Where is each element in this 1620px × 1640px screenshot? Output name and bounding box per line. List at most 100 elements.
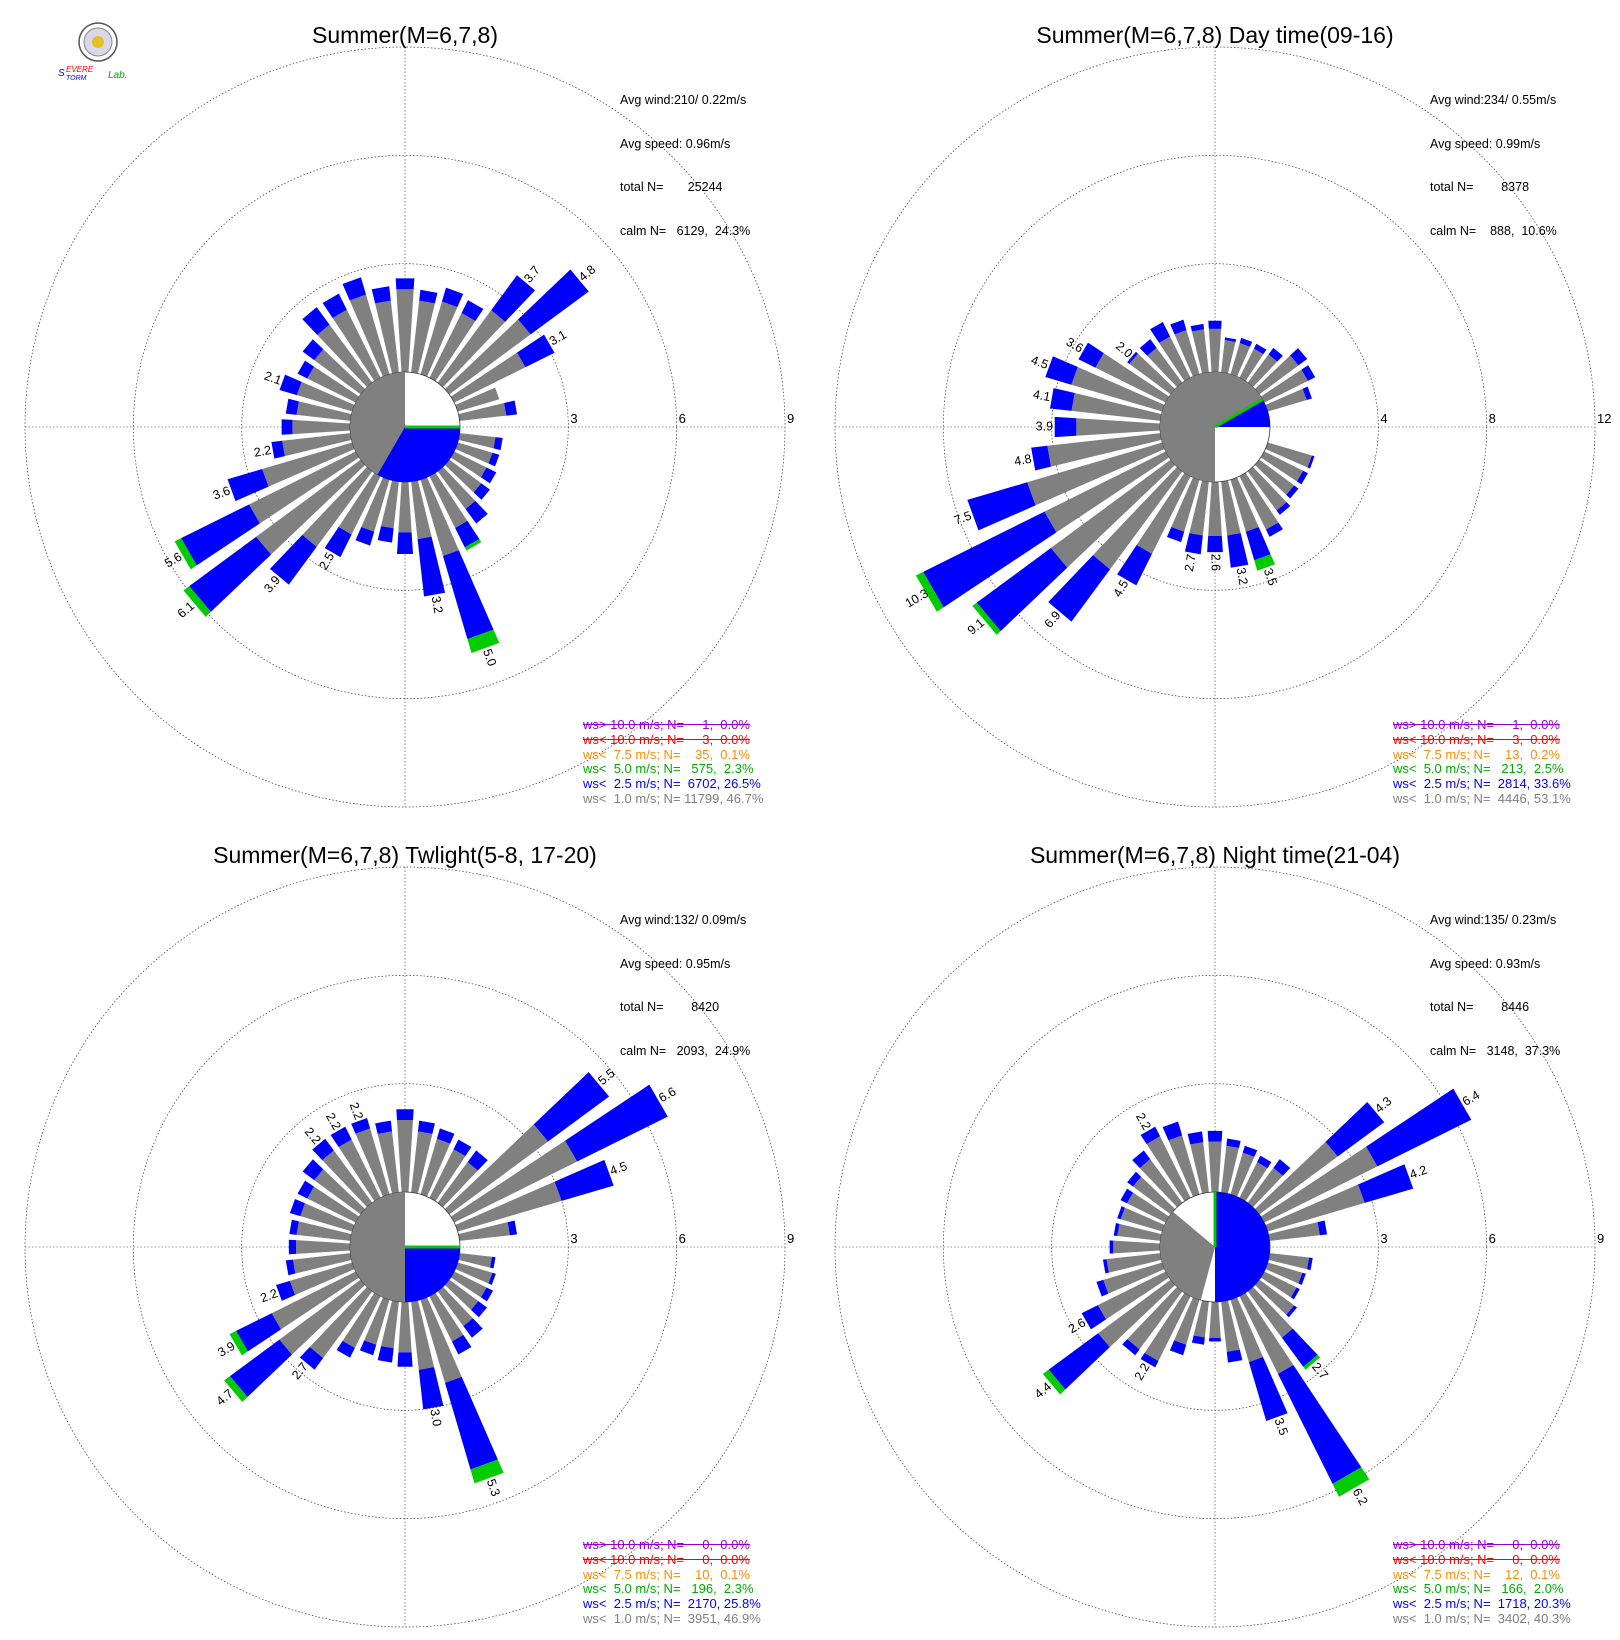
bar-dir-40 bbox=[1247, 347, 1283, 388]
bar-segment-lt2_5 bbox=[1096, 1279, 1109, 1297]
bar-dir-40 bbox=[1247, 1159, 1291, 1208]
bar-value-label: 6.4 bbox=[1460, 1088, 1482, 1109]
bar-dir-270 bbox=[281, 419, 351, 435]
bar-segment-lt1 bbox=[307, 1186, 360, 1223]
bar-segment-lt1 bbox=[455, 1181, 562, 1232]
bar-segment-lt1 bbox=[375, 300, 399, 374]
bar-segment-lt2_5 bbox=[1207, 1130, 1223, 1142]
bar-dir-350 bbox=[375, 1120, 399, 1194]
bar-dir-180: 2.6 bbox=[1207, 481, 1223, 571]
bar-segment-lt2_5 bbox=[1113, 1223, 1120, 1237]
bar-dir-290: 4.5 bbox=[1029, 353, 1165, 412]
bar-segment-lt1 bbox=[437, 310, 506, 388]
bar-segment-lt2_5 bbox=[302, 339, 324, 361]
bar-segment-lt2_5 bbox=[1245, 527, 1271, 561]
bar-segment-lt1 bbox=[1071, 393, 1162, 421]
bar-dir-0 bbox=[1208, 320, 1222, 373]
bar-segment-lt2_5 bbox=[1273, 1159, 1291, 1176]
bar-segment-lt2_5 bbox=[1277, 1364, 1362, 1484]
bar-dir-200 bbox=[1166, 477, 1200, 543]
bar-dir-150 bbox=[1239, 472, 1283, 537]
bar-segment-lt1 bbox=[1254, 1141, 1338, 1215]
bar-segment-lt1 bbox=[256, 459, 366, 555]
bar-dir-160: 5.3 bbox=[420, 1297, 504, 1498]
bar-segment-lt2_5 bbox=[518, 269, 589, 335]
bar-segment-lt2_5 bbox=[480, 1287, 494, 1302]
bar-segment-lt1 bbox=[361, 477, 390, 532]
bar-segment-lt2_5 bbox=[289, 1219, 299, 1235]
bar-dir-330 bbox=[322, 293, 381, 382]
bar-segment-lt2_5 bbox=[1358, 1164, 1414, 1203]
bar-segment-lt1 bbox=[458, 433, 496, 449]
bar-segment-lt1 bbox=[322, 1150, 373, 1208]
bar-segment-lt2_5 bbox=[1239, 337, 1253, 347]
bar-value-label: 4.5 bbox=[608, 1159, 629, 1178]
bar-value-label: 7.5 bbox=[952, 508, 973, 527]
bar-value-label: 3.6 bbox=[211, 483, 232, 502]
bar-segment-lt1 bbox=[262, 442, 355, 487]
avg-wind: Avg wind:132/ 0.09m/s bbox=[620, 913, 747, 927]
bar-segment-lt2_5 bbox=[1276, 502, 1291, 515]
bar-segment-lt1 bbox=[450, 1140, 578, 1223]
bar-segment-lt1 bbox=[437, 1286, 473, 1327]
bar-dir-260 bbox=[285, 1253, 352, 1276]
logo-emblem: S EVERE TORM Lab. bbox=[58, 22, 127, 82]
bar-segment-lt2_5 bbox=[1226, 1138, 1241, 1148]
bar-segment-lt1 bbox=[420, 301, 458, 377]
bar-segment-lt2_5 bbox=[1190, 323, 1205, 332]
bar-dir-290: 2.1 bbox=[262, 369, 355, 412]
bar-dir-100 bbox=[458, 1253, 496, 1269]
bar-segment-lt1 bbox=[309, 1286, 373, 1359]
bar-segment-lt1 bbox=[1098, 1279, 1176, 1348]
bar-segment-lt1 bbox=[1047, 433, 1162, 467]
bar-segment-lt2_5 bbox=[342, 277, 367, 301]
bar-segment-lt2_5 bbox=[269, 534, 317, 585]
bar-segment-lt2_5 bbox=[375, 1120, 393, 1134]
bar-segment-lt2_5 bbox=[463, 1318, 483, 1338]
bar-segment-lt1 bbox=[420, 477, 459, 556]
bar-segment-lt1 bbox=[1239, 472, 1279, 530]
bar-segment-lt1 bbox=[1171, 477, 1200, 532]
bar-dir-120 bbox=[450, 451, 497, 484]
bar-segment-lt1 bbox=[411, 480, 432, 540]
bar-segment-lt2_5 bbox=[417, 1120, 435, 1134]
bar-dir-280 bbox=[285, 398, 352, 421]
bar-segment-lt2_5 bbox=[1242, 1145, 1258, 1157]
total-n: total N= 8420 bbox=[620, 1000, 720, 1014]
bar-dir-50 bbox=[1254, 347, 1308, 395]
bar-segment-lt1 bbox=[1136, 472, 1191, 554]
bar-dir-310 bbox=[302, 339, 366, 395]
bar-segment-lt2_5 bbox=[322, 293, 347, 319]
bar-segment-lt1 bbox=[1027, 442, 1165, 506]
bar-dir-250: 7.5 bbox=[952, 442, 1165, 531]
legend-item: ws< 5.0 m/s; N= 575, 2.3% bbox=[583, 761, 754, 777]
bar-segment-lt2_5 bbox=[1162, 1121, 1183, 1141]
calm-lt2_5-wedge bbox=[1215, 1192, 1270, 1302]
bar-segment-lt2_5 bbox=[1307, 455, 1315, 469]
bar-dir-100 bbox=[1268, 1253, 1313, 1271]
bar-dir-350 bbox=[1187, 1131, 1209, 1194]
bar-segment-lt1 bbox=[1044, 451, 1170, 533]
bar-dir-130 bbox=[444, 459, 490, 500]
bar-segment-lt2_5 bbox=[504, 400, 518, 416]
bar-segment-lt5 bbox=[464, 538, 482, 551]
bar-segment-lt2_5 bbox=[1191, 1335, 1205, 1345]
bar-segment-lt1 bbox=[271, 1271, 360, 1330]
wind-rose-panel-night: 3 6 9 4.3 6.4 4.2 2.7 6.2 3.5 2.2 4.4 2.6 2.2 Summer… bbox=[810, 820, 1620, 1640]
ring-label: 9 bbox=[787, 411, 794, 426]
bar-dir-150 bbox=[429, 472, 482, 551]
bar-dir-70: 4.5 bbox=[455, 1159, 629, 1232]
bar-segment-lt1 bbox=[1209, 1301, 1221, 1338]
stats-block: Avg wind:234/ 0.55m/s Avg speed: 0.99m/s… bbox=[1430, 64, 1557, 267]
bar-segment-lt1 bbox=[1095, 353, 1170, 403]
bar-dir-140 bbox=[437, 1286, 483, 1338]
bar-segment-lt2_5 bbox=[1248, 1356, 1288, 1422]
avg-speed: Avg speed: 0.95m/s bbox=[620, 956, 731, 971]
bar-segment-lt2_5 bbox=[181, 504, 260, 566]
bar-dir-290 bbox=[1117, 1206, 1165, 1232]
bar-segment-lt2_5 bbox=[397, 1352, 413, 1367]
bar-value-label: 4.2 bbox=[1408, 1163, 1429, 1182]
bar-segment-lt2_5 bbox=[1208, 320, 1222, 329]
bar-dir-10 bbox=[1221, 337, 1237, 374]
bar-segment-lt2_5 bbox=[565, 1084, 668, 1162]
